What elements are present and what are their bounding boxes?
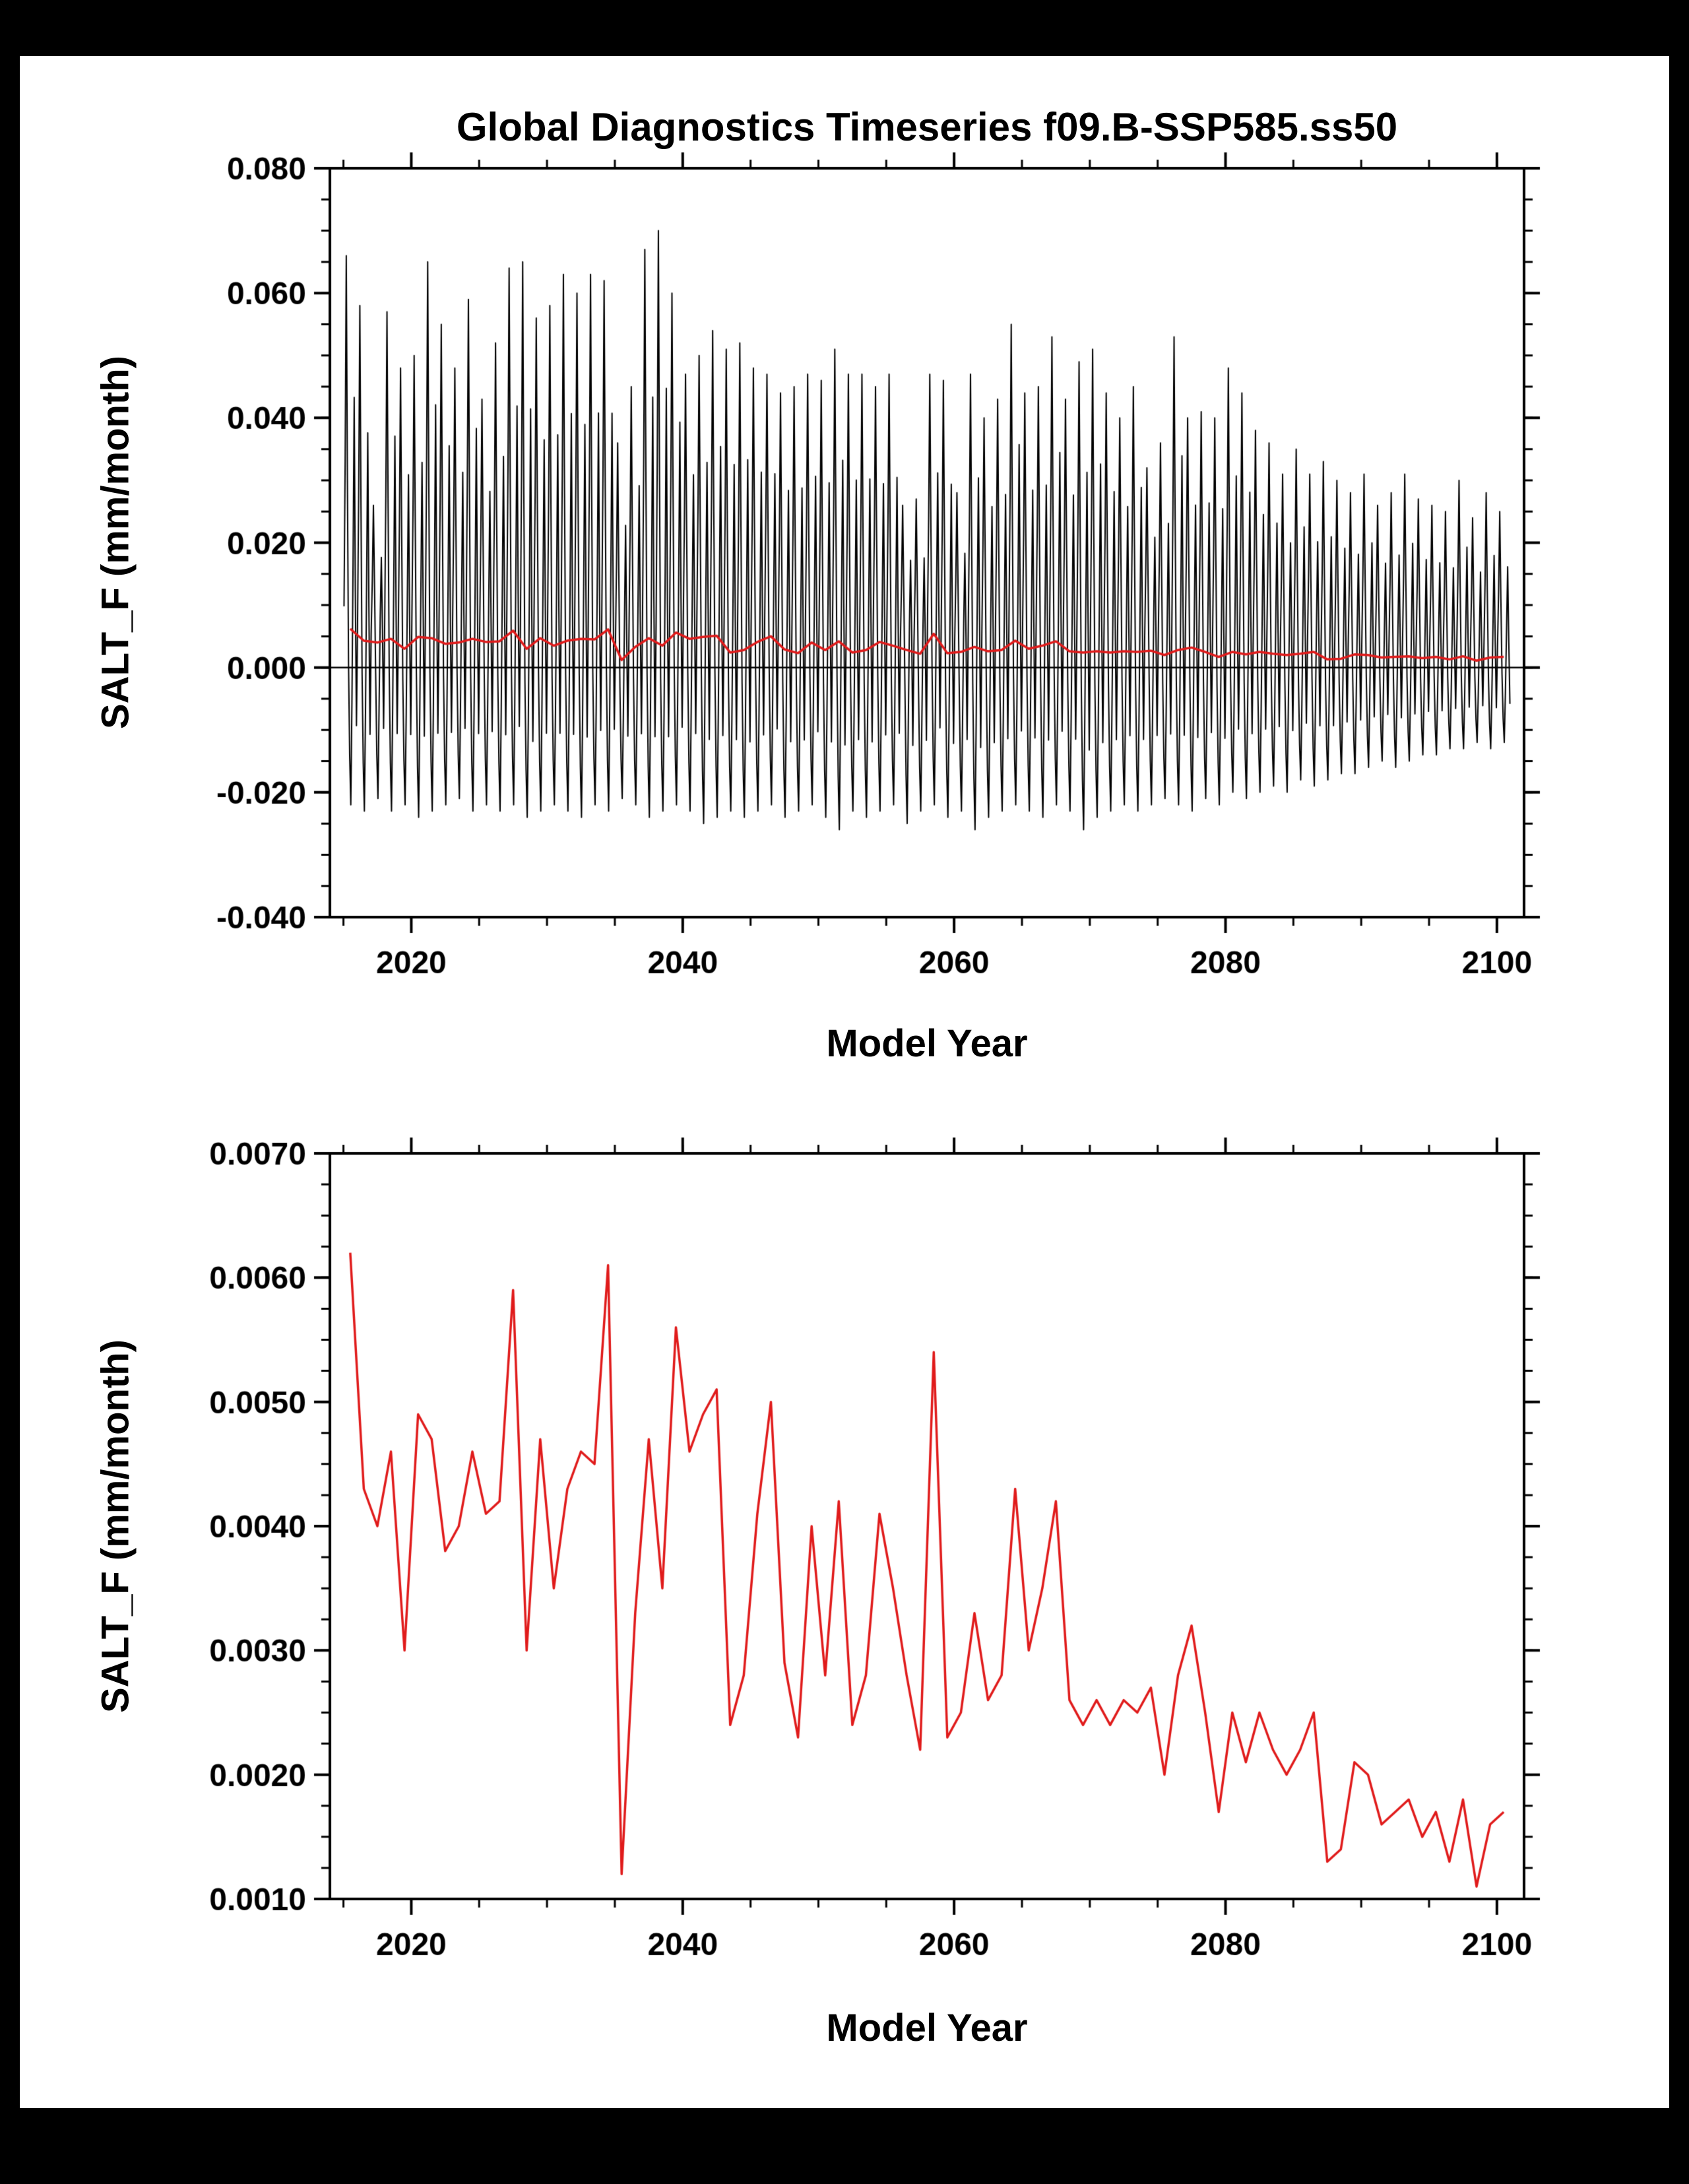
bottom-chart-canvas xyxy=(0,1095,1689,2184)
top-chart-x-axis-label: Model Year xyxy=(826,1022,1028,1065)
bottom-chart-y-axis-label: SALT_F (mm/month) xyxy=(94,1339,137,1713)
top-chart-y-axis-label: SALT_F (mm/month) xyxy=(94,356,137,729)
bottom-chart-x-axis-label: Model Year xyxy=(826,2007,1028,2049)
top-chart-canvas xyxy=(0,0,1689,1095)
chart-title: Global Diagnostics Timeseries f09.B-SSP5… xyxy=(456,105,1398,149)
